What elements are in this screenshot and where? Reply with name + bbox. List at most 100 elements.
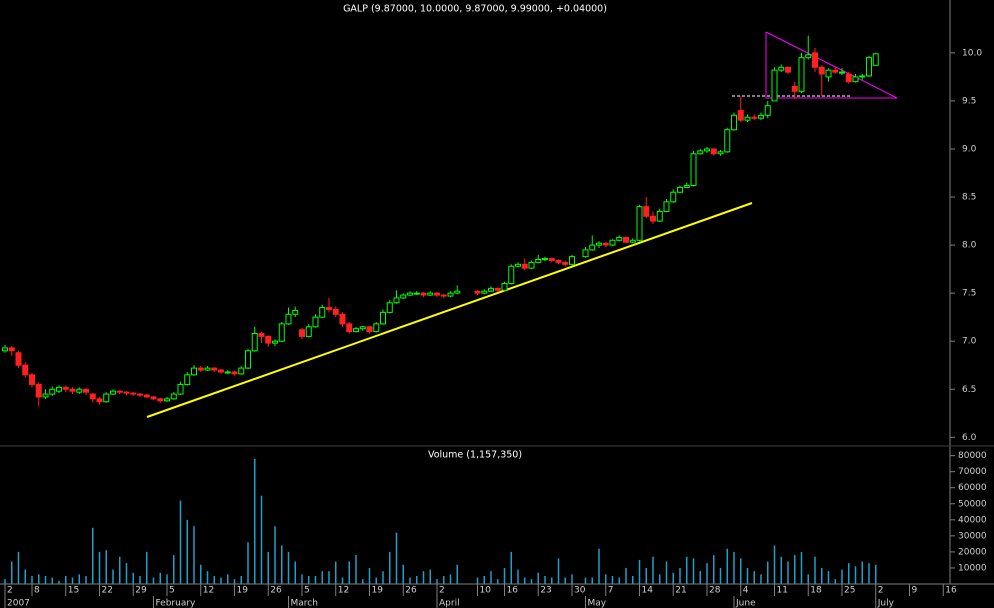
candle-body bbox=[164, 398, 170, 402]
x-tick-label: 11 bbox=[777, 586, 788, 596]
candle-body bbox=[609, 239, 616, 246]
candle-body bbox=[278, 323, 285, 342]
candle-body bbox=[265, 335, 272, 344]
candle-body bbox=[616, 236, 623, 241]
candle-body bbox=[96, 398, 103, 403]
candle-body bbox=[508, 265, 515, 285]
candle-body bbox=[346, 323, 353, 333]
candle-body bbox=[89, 393, 96, 400]
candle-body bbox=[758, 114, 764, 119]
candle-body bbox=[420, 292, 427, 296]
x-tick-label: 8 bbox=[34, 586, 40, 596]
candle-body bbox=[218, 369, 224, 373]
chart-title: GALP (9.87000, 10.0000, 9.87000, 9.99000… bbox=[343, 4, 607, 15]
candle-body bbox=[231, 371, 238, 375]
candle-body bbox=[643, 206, 650, 217]
x-tick-label: 2 bbox=[7, 586, 13, 596]
x-tick-label: 16 bbox=[945, 586, 957, 596]
candle-body bbox=[535, 259, 542, 263]
x-tick-label: 12 bbox=[338, 586, 349, 596]
candle-body bbox=[501, 283, 508, 291]
candle-body bbox=[170, 393, 177, 400]
candle-body bbox=[494, 287, 501, 291]
candle-body bbox=[697, 150, 704, 155]
volume-tick-label: 10000 bbox=[958, 563, 987, 573]
candle-body bbox=[737, 110, 744, 121]
candle-body bbox=[29, 374, 35, 385]
candle-body bbox=[380, 311, 386, 325]
candle-body bbox=[22, 364, 29, 376]
candle-body bbox=[704, 148, 710, 152]
volume-title: Volume (1,157,350) bbox=[428, 450, 522, 461]
candle-body bbox=[238, 367, 245, 375]
candle-body bbox=[35, 383, 42, 398]
candle-body bbox=[596, 242, 602, 246]
candle-body bbox=[569, 256, 575, 265]
volume-tick-label: 40000 bbox=[958, 515, 987, 525]
candle-body bbox=[521, 263, 528, 269]
candle-body bbox=[191, 367, 197, 376]
candle-body bbox=[488, 287, 494, 292]
candle-body bbox=[434, 292, 440, 296]
x-tick-label: 12 bbox=[203, 586, 214, 596]
candle-body bbox=[224, 371, 231, 374]
candle-body bbox=[791, 86, 798, 92]
x-tick-label: 25 bbox=[844, 586, 855, 596]
candle-body bbox=[8, 347, 15, 352]
candle-body bbox=[137, 393, 143, 396]
y-tick-label: 10.0 bbox=[962, 48, 982, 58]
candle-body bbox=[319, 307, 326, 318]
candle-body bbox=[393, 297, 400, 304]
y-tick-label: 8.5 bbox=[962, 193, 976, 203]
candle-body bbox=[548, 258, 555, 261]
candle-body bbox=[272, 340, 278, 344]
candle-body bbox=[805, 54, 812, 59]
month-label: March bbox=[291, 599, 318, 608]
candle-body bbox=[744, 116, 751, 121]
candle-body bbox=[454, 290, 461, 294]
month-label: 2007 bbox=[7, 599, 30, 608]
x-tick-label: 22 bbox=[102, 586, 113, 596]
candle-body bbox=[157, 398, 164, 402]
candle-body bbox=[116, 390, 123, 393]
x-tick-label: 5 bbox=[169, 586, 175, 596]
candle-body bbox=[150, 396, 157, 400]
candle-body bbox=[292, 309, 299, 315]
candle-body bbox=[76, 388, 83, 393]
volume-tick-label: 70000 bbox=[958, 467, 987, 477]
candle-body bbox=[818, 66, 825, 75]
candle-body bbox=[812, 52, 818, 68]
candle-body bbox=[798, 57, 805, 92]
x-tick-label: 19 bbox=[237, 586, 249, 596]
x-tick-label: 18 bbox=[810, 586, 822, 596]
candle-body bbox=[717, 151, 724, 155]
candle-body bbox=[110, 390, 116, 395]
candle-body bbox=[542, 258, 548, 261]
candle-body bbox=[245, 350, 251, 369]
candle-body bbox=[83, 388, 89, 393]
candle-body bbox=[184, 374, 191, 385]
y-tick-label: 9.5 bbox=[962, 96, 976, 106]
volume-tick-label: 20000 bbox=[958, 547, 987, 557]
candle-body bbox=[447, 292, 454, 297]
candle-body bbox=[474, 290, 481, 294]
x-tick-label: 26 bbox=[270, 586, 282, 596]
candle-body bbox=[859, 75, 866, 78]
candle-body bbox=[481, 290, 488, 294]
candle-body bbox=[562, 261, 569, 265]
month-label: May bbox=[588, 599, 607, 608]
candle-body bbox=[785, 66, 791, 73]
candle-body bbox=[832, 69, 839, 73]
candle-body bbox=[204, 367, 211, 371]
candle-body bbox=[683, 184, 690, 188]
candle-body bbox=[629, 239, 636, 243]
candle-body bbox=[211, 367, 218, 371]
candle-body bbox=[197, 367, 204, 371]
x-tick-label: 26 bbox=[405, 586, 417, 596]
candle-body bbox=[852, 76, 859, 83]
candle-body bbox=[42, 393, 49, 398]
candle-body bbox=[49, 388, 56, 395]
triangle-pattern bbox=[765, 31, 898, 99]
candle-body bbox=[373, 323, 380, 333]
